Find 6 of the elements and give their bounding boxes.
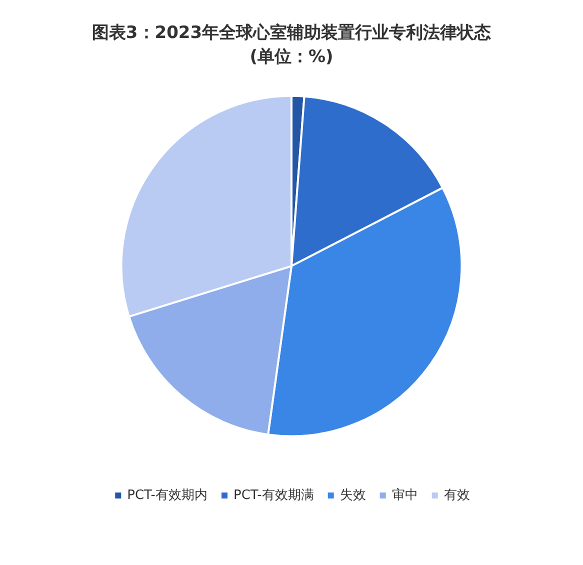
legend-label: PCT-有效期内 <box>127 488 208 503</box>
chart-title: 图表3：2023年全球心室辅助装置行业专利法律状态 (单位：%) <box>92 23 492 67</box>
legend-label: PCT-有效期满 <box>234 488 314 503</box>
legend-label: 失效 <box>340 488 366 503</box>
legend-label: 审中 <box>392 487 418 503</box>
legend-label: 有效 <box>444 488 470 503</box>
